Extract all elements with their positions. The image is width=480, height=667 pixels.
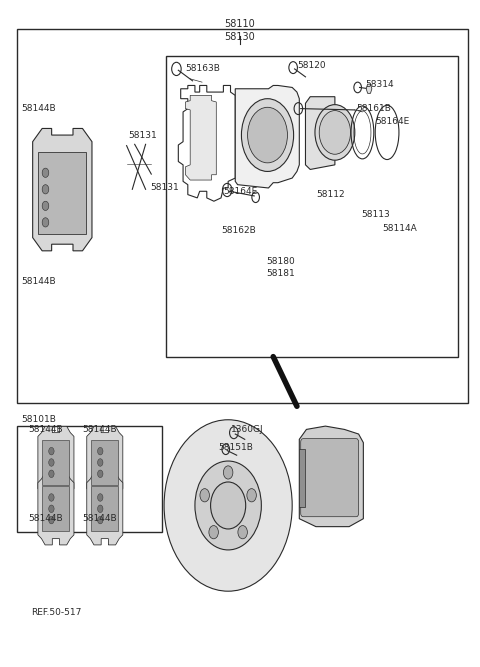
Text: 58163B: 58163B — [185, 65, 220, 73]
Text: 58144B: 58144B — [83, 514, 117, 523]
Text: 58144B: 58144B — [22, 104, 56, 113]
Bar — [42, 440, 70, 485]
Circle shape — [223, 466, 233, 479]
Text: REF.50-517: REF.50-517 — [31, 608, 82, 617]
Circle shape — [200, 489, 209, 502]
Polygon shape — [87, 426, 123, 499]
Text: 58144B: 58144B — [28, 425, 62, 434]
Text: 58131: 58131 — [150, 183, 179, 193]
Polygon shape — [366, 84, 372, 93]
Circle shape — [97, 516, 103, 524]
Bar — [299, 449, 305, 507]
Circle shape — [42, 168, 49, 177]
Text: 58164E: 58164E — [375, 117, 409, 126]
Text: 58164E: 58164E — [223, 187, 258, 196]
Polygon shape — [33, 129, 92, 251]
Circle shape — [97, 505, 103, 512]
Polygon shape — [38, 426, 74, 499]
Text: 1360GJ: 1360GJ — [230, 425, 263, 434]
Circle shape — [238, 526, 247, 539]
Circle shape — [97, 448, 103, 455]
Circle shape — [241, 99, 294, 171]
Text: 58114A: 58114A — [383, 225, 417, 233]
Text: 58180
58181: 58180 58181 — [266, 257, 295, 277]
Circle shape — [42, 185, 49, 194]
Text: 58131: 58131 — [129, 131, 157, 139]
Bar — [42, 486, 70, 532]
Bar — [17, 29, 468, 403]
Ellipse shape — [195, 461, 261, 550]
Circle shape — [42, 201, 49, 211]
Polygon shape — [38, 473, 74, 545]
Circle shape — [48, 516, 54, 524]
Circle shape — [48, 505, 54, 512]
Circle shape — [248, 107, 288, 163]
Ellipse shape — [164, 420, 292, 591]
Circle shape — [97, 494, 103, 501]
Circle shape — [319, 111, 350, 154]
Circle shape — [315, 105, 355, 160]
FancyBboxPatch shape — [301, 439, 359, 517]
Circle shape — [97, 459, 103, 466]
Circle shape — [48, 459, 54, 466]
Polygon shape — [235, 85, 300, 188]
Text: 58144B: 58144B — [28, 514, 62, 523]
Bar — [91, 486, 118, 532]
Ellipse shape — [211, 482, 246, 529]
Polygon shape — [185, 95, 216, 180]
Bar — [167, 55, 458, 357]
Circle shape — [42, 217, 49, 227]
Circle shape — [48, 494, 54, 501]
Polygon shape — [300, 426, 363, 527]
Text: 58120: 58120 — [297, 61, 325, 70]
Circle shape — [97, 470, 103, 478]
Circle shape — [209, 526, 218, 539]
Text: 58144B: 58144B — [22, 277, 56, 286]
Bar — [91, 440, 118, 485]
Circle shape — [48, 448, 54, 455]
Text: 58101B: 58101B — [22, 415, 57, 424]
Text: 58112: 58112 — [316, 190, 345, 199]
Text: 58151B: 58151B — [219, 444, 253, 452]
Polygon shape — [305, 97, 335, 169]
Bar — [38, 151, 86, 234]
Text: 58110
58130: 58110 58130 — [225, 19, 255, 42]
Text: 58314: 58314 — [366, 80, 395, 89]
Circle shape — [247, 489, 256, 502]
Polygon shape — [87, 473, 123, 545]
Circle shape — [48, 470, 54, 478]
Text: 58162B: 58162B — [221, 227, 256, 235]
Bar — [17, 426, 162, 532]
Text: 58161B: 58161B — [356, 104, 391, 113]
Text: 58144B: 58144B — [83, 425, 117, 434]
Text: 58113: 58113 — [361, 210, 390, 219]
